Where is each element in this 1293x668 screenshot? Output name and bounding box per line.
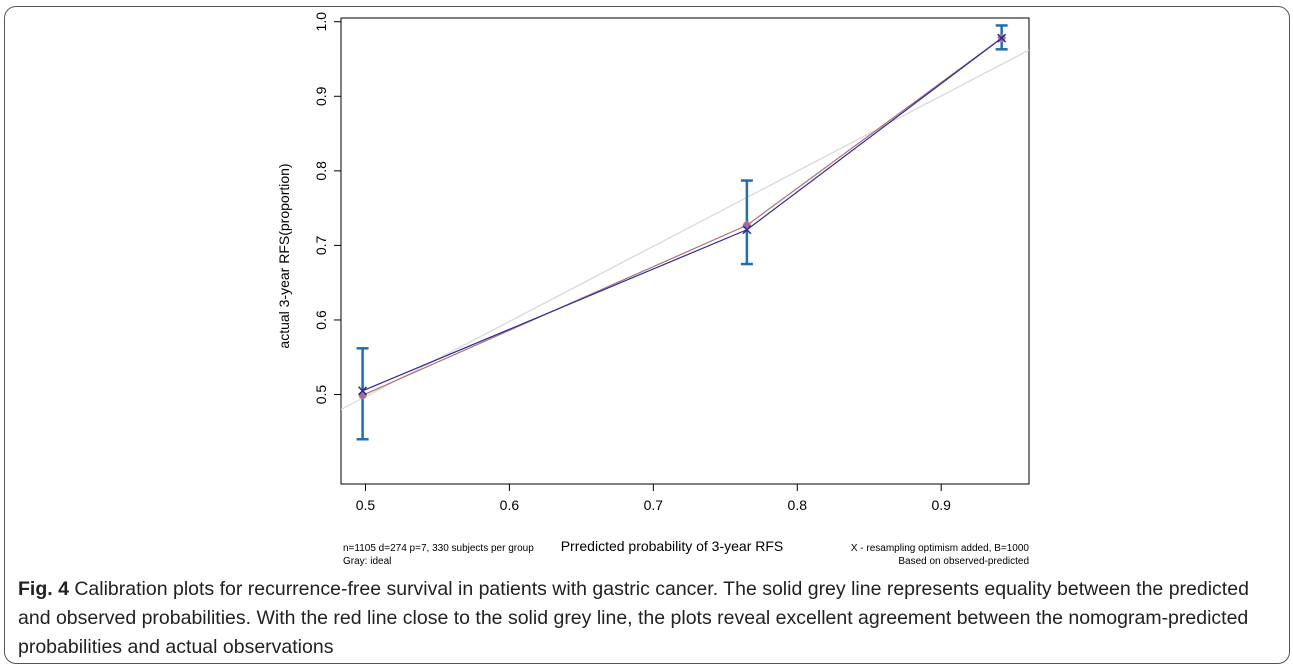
calibration-chart: 0.5 0.6 0.7 0.8 0.9 0.5 0.6 0.7 0.8 0.9 1.0 Prredi… xyxy=(276,12,1030,567)
sample-info-annotation: n=1105 d=274 p=7, 330 subjects per group xyxy=(343,543,534,554)
gray-ideal-annotation: Gray: ideal xyxy=(343,556,391,567)
x-tick-label: 0.5 xyxy=(356,497,376,513)
markers xyxy=(358,33,1007,400)
x-tick-label: 0.6 xyxy=(500,497,520,513)
x-tick-label: 0.9 xyxy=(931,497,951,513)
caption-text: Calibration plots for recurrence-free su… xyxy=(18,578,1249,658)
bias-corrected-point xyxy=(358,386,368,396)
observed-predicted-annotation: Based on observed-predicted xyxy=(898,556,1029,567)
plot-frame xyxy=(340,17,1030,485)
y-tick-label: 0.8 xyxy=(313,161,329,181)
y-tick-label: 0.7 xyxy=(313,235,329,255)
y-tick-label: 1.0 xyxy=(313,12,329,32)
y-tick-label: 0.6 xyxy=(313,310,329,330)
figure-frame xyxy=(4,6,1290,664)
resampling-annotation: X - resampling optimism added, B=1000 xyxy=(851,543,1030,554)
y-tick-label: 0.5 xyxy=(313,385,329,405)
x-tick-label: 0.8 xyxy=(788,497,808,513)
x-tick-label: 0.7 xyxy=(644,497,664,513)
figure-label: Fig. 4 xyxy=(18,578,69,600)
y-axis-label: actual 3-year RFS(proportion) xyxy=(276,163,292,348)
series-layer xyxy=(340,37,1030,411)
bias-corrected-line xyxy=(362,37,1003,392)
bias-corrected-point xyxy=(742,225,752,235)
bias-corrected-point xyxy=(997,33,1007,43)
apparent-line xyxy=(362,37,1003,396)
ideal-line xyxy=(340,49,1030,411)
error-bars xyxy=(356,24,1008,441)
y-tick-label: 0.9 xyxy=(313,86,329,106)
figure-caption: Fig. 4 Calibration plots for recurrence-… xyxy=(18,575,1268,662)
axis-ticks: 0.5 0.6 0.7 0.8 0.9 0.5 0.6 0.7 0.8 0.9 1.0 xyxy=(313,12,951,513)
x-axis-label: Prredicted probability of 3-year RFS xyxy=(561,538,784,554)
